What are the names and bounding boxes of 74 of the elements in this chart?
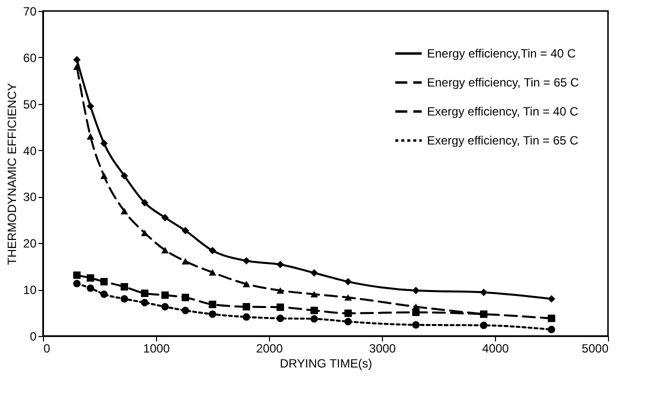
- x-tick-label: 2000: [256, 342, 284, 356]
- point: [344, 310, 352, 317]
- point: [100, 278, 108, 286]
- point: [86, 284, 94, 292]
- point: [208, 300, 216, 308]
- point: [73, 56, 81, 64]
- x-tick-label: 5000: [582, 342, 609, 356]
- y-axis-title: THERMODYNAMIC EFFICIENCY: [5, 82, 20, 266]
- point: [548, 326, 556, 334]
- point: [100, 172, 108, 180]
- point: [208, 246, 216, 254]
- point: [140, 298, 148, 306]
- point: [100, 290, 108, 298]
- point: [120, 172, 128, 180]
- legend-label: Exergy efficiency, Tin = 40 C: [427, 104, 579, 118]
- point: [120, 283, 128, 290]
- legend-label: Energy efficiency, Tin = 65 C: [427, 76, 580, 90]
- x-tick-label: 0: [44, 342, 50, 356]
- point: [480, 288, 488, 296]
- point: [140, 230, 148, 236]
- point: [310, 269, 318, 277]
- legend-label: Exergy efficiency, Tin = 65 C: [427, 134, 579, 148]
- point: [344, 294, 352, 301]
- point: [276, 304, 284, 311]
- y-tick-label: 20: [23, 236, 37, 251]
- point: [548, 295, 556, 303]
- point: [276, 260, 284, 268]
- y-tick-label: 70: [23, 4, 37, 18]
- point: [86, 102, 94, 110]
- point: [310, 315, 318, 323]
- point: [182, 258, 190, 264]
- point: [120, 208, 128, 214]
- point: [412, 286, 420, 294]
- point: [140, 290, 148, 297]
- point: [548, 314, 556, 322]
- point: [412, 321, 420, 329]
- y-tick-label: 40: [23, 144, 37, 158]
- x-tick-label: 4000: [482, 342, 510, 356]
- x-tick-label: 1000: [143, 342, 170, 356]
- x-tick-label: 3000: [369, 342, 396, 356]
- point: [480, 322, 488, 330]
- point: [208, 310, 216, 318]
- point: [242, 257, 250, 264]
- point: [86, 133, 94, 140]
- point: [344, 318, 352, 326]
- point: [73, 271, 81, 279]
- point: [161, 291, 169, 299]
- point: [161, 214, 169, 222]
- point: [242, 303, 250, 310]
- y-tick-label: 0: [30, 330, 37, 344]
- y-tick-label: 10: [23, 283, 37, 298]
- point: [310, 306, 318, 314]
- point: [276, 314, 284, 322]
- point: [310, 291, 318, 298]
- point: [182, 226, 190, 234]
- x-axis-title: DRYING TIME(s): [280, 356, 372, 370]
- y-tick-label: 60: [23, 50, 37, 65]
- point: [344, 278, 352, 286]
- point: [276, 287, 284, 294]
- legend-label: Energy efficiency,Tin = 40 C: [427, 46, 576, 60]
- y-tick-label: 30: [23, 190, 37, 204]
- y-tick-label: 50: [23, 97, 37, 112]
- point: [120, 295, 128, 303]
- point: [161, 246, 169, 254]
- point: [182, 294, 190, 302]
- point: [242, 280, 250, 288]
- point: [73, 280, 81, 288]
- point: [412, 308, 420, 316]
- point: [208, 269, 216, 276]
- point: [100, 140, 108, 148]
- point: [182, 306, 190, 314]
- point: [161, 303, 169, 310]
- point: [140, 199, 148, 206]
- point: [242, 313, 250, 321]
